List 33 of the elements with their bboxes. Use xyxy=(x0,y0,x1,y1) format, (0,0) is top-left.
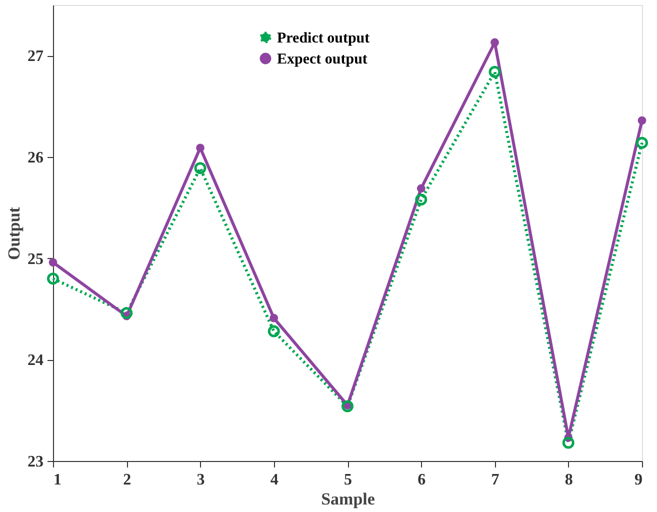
point xyxy=(490,38,499,47)
point xyxy=(488,66,501,78)
x-tick-label: 2 xyxy=(123,472,132,488)
point xyxy=(120,307,133,320)
point xyxy=(196,144,204,152)
point xyxy=(270,314,278,322)
legend-label: Expect output xyxy=(277,52,368,68)
x-tick-label: 6 xyxy=(418,472,426,488)
legend-label: Predict output xyxy=(277,30,370,46)
point xyxy=(268,325,280,338)
point xyxy=(342,400,354,412)
point xyxy=(47,272,59,285)
y-tick-label: 24 xyxy=(28,352,44,370)
x-tick-label: 4 xyxy=(270,472,278,488)
y-tick-label: 27 xyxy=(28,48,44,66)
point xyxy=(415,194,428,206)
x-tick-label: 3 xyxy=(196,472,205,488)
y-tick-label: 25 xyxy=(28,250,44,268)
x-tick-label: 5 xyxy=(344,472,352,488)
x-tick-label: 7 xyxy=(491,472,500,488)
point xyxy=(638,116,646,125)
x-axis-title: Sample xyxy=(321,490,376,508)
point xyxy=(636,136,648,149)
x-tick-label: 8 xyxy=(564,472,573,488)
y-axis-title: Output xyxy=(4,206,24,260)
y-tick-label: 26 xyxy=(28,150,44,166)
x-tick-label: 9 xyxy=(634,472,642,488)
point xyxy=(194,162,206,174)
point xyxy=(562,436,574,449)
x-tick-label: 1 xyxy=(54,472,62,488)
point xyxy=(48,258,58,267)
y-tick-label: 23 xyxy=(28,454,44,470)
point xyxy=(416,184,426,193)
